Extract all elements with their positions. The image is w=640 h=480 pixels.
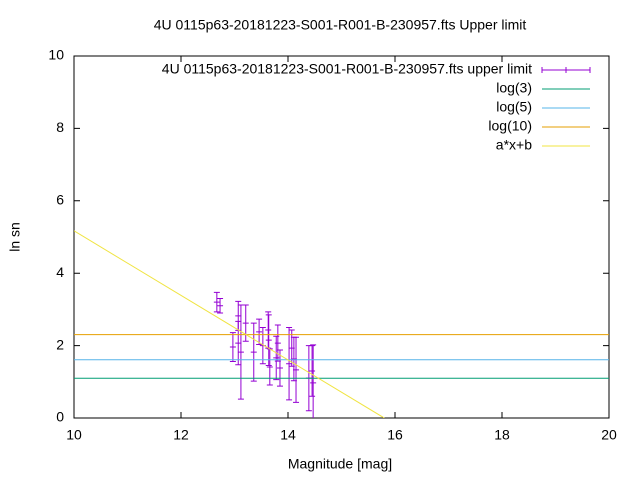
plot-border xyxy=(73,55,610,419)
legend-label: a*x+b xyxy=(496,137,532,153)
legend-swatch xyxy=(541,67,591,73)
y-axis-label: ln sn xyxy=(7,222,23,252)
error-bar xyxy=(213,291,220,313)
error-bar xyxy=(242,304,249,342)
error-bar xyxy=(235,300,242,331)
error-bar xyxy=(237,304,244,400)
error-bar xyxy=(265,314,272,367)
x-tick-label: 14 xyxy=(280,427,296,443)
x-tick-label: 16 xyxy=(387,427,403,443)
error-bar xyxy=(229,332,236,363)
error-bar xyxy=(265,311,272,349)
legend-label: log(10) xyxy=(488,118,532,134)
chart-title: 4U 0115p63-20181223-S001-R001-B-230957.f… xyxy=(154,17,527,33)
error-bar xyxy=(309,345,316,397)
error-bar xyxy=(235,320,242,366)
plot-area xyxy=(74,230,609,418)
y-tick-label: 0 xyxy=(56,409,64,425)
legend-label: log(3) xyxy=(496,80,532,96)
error-bar xyxy=(274,324,281,362)
error-bar xyxy=(250,322,257,382)
error-bar xyxy=(293,336,300,403)
x-tick-label: 10 xyxy=(66,427,82,443)
error-bar xyxy=(273,335,280,381)
error-bar xyxy=(266,348,273,386)
y-tick-label: 4 xyxy=(56,264,64,280)
x-tick-label: 12 xyxy=(173,427,189,443)
y-tick-label: 2 xyxy=(56,336,64,352)
legend-label: 4U 0115p63-20181223-S001-R001-B-230957.f… xyxy=(162,61,532,77)
legend-label: log(5) xyxy=(496,99,532,115)
x-axis-label: Magnitude [mag] xyxy=(288,456,392,472)
x-tick-label: 20 xyxy=(601,427,617,443)
function-line xyxy=(74,230,385,418)
error-bar xyxy=(276,349,283,387)
error-bar xyxy=(256,318,263,346)
y-tick-label: 8 xyxy=(56,119,64,135)
error-bar xyxy=(259,327,266,365)
error-bar xyxy=(288,329,295,367)
error-bar xyxy=(310,344,317,418)
error-bar xyxy=(286,327,293,401)
y-tick-label: 10 xyxy=(48,47,64,63)
x-tick-label: 18 xyxy=(494,427,510,443)
y-tick-label: 6 xyxy=(56,192,64,208)
error-bar xyxy=(290,336,297,382)
error-bar xyxy=(217,298,224,314)
